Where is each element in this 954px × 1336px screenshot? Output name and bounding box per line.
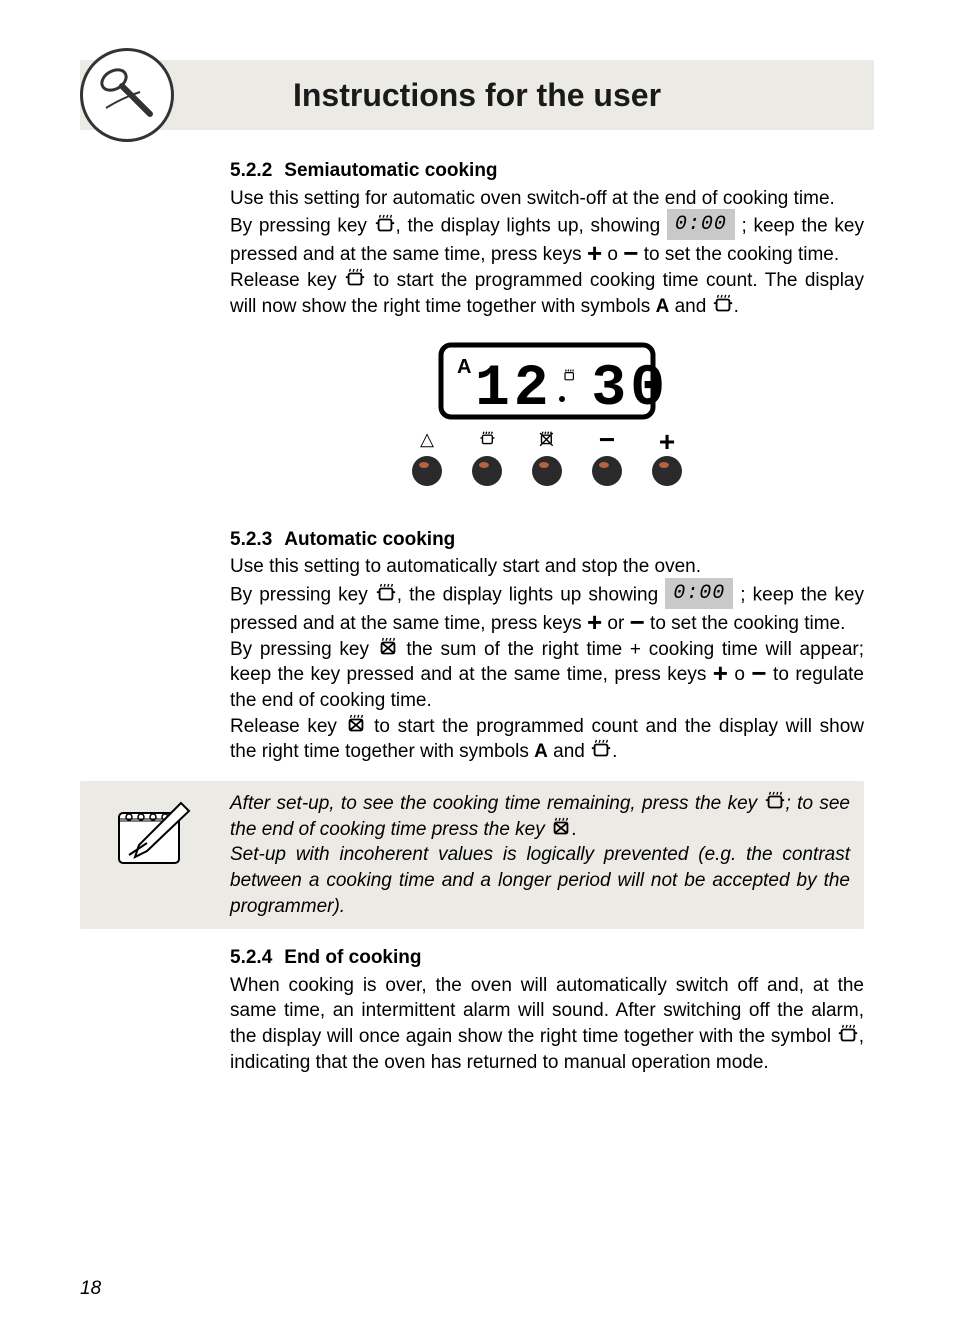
pot-icon (375, 583, 397, 605)
paragraph: Use this setting to automatically start … (230, 554, 864, 580)
pot-icon (764, 791, 786, 813)
paragraph: When cooking is over, the oven will auto… (230, 973, 864, 1076)
note-band: After set-up, to see the cooking time re… (80, 781, 864, 929)
section-title: End of cooking (284, 947, 421, 968)
note-text: After set-up, to see the cooking time re… (214, 791, 850, 919)
pot-icon (344, 268, 366, 290)
pot-icon (837, 1024, 859, 1046)
svg-text:A: A (457, 356, 471, 378)
section-heading-semiautomatic: 5.2.2 Semiautomatic cooking (230, 158, 864, 184)
timer-figure: A 12 30 △ (230, 337, 864, 505)
pot-icon (590, 739, 612, 761)
paragraph: By pressing key , the display lights up,… (230, 211, 864, 268)
paragraph: Use this setting for automatic oven swit… (230, 186, 864, 212)
section-number: 5.2.4 (230, 947, 272, 968)
section-heading-end: 5.2.4 End of cooking (230, 945, 864, 971)
page-title: Instructions for the user (80, 77, 874, 114)
display-value: 0:00 (665, 578, 733, 609)
section-heading-automatic: 5.2.3 Automatic cooking (230, 527, 864, 553)
paragraph: By pressing key , the display lights up … (230, 580, 864, 637)
pot-cross-icon (345, 714, 367, 736)
notepad-icon (94, 791, 214, 875)
symbol-a: A (534, 741, 548, 762)
symbol-a: A (656, 296, 670, 317)
paragraph: By pressing key the sum of the right tim… (230, 637, 864, 714)
logo-circle (80, 48, 174, 142)
section-number: 5.2.3 (230, 529, 272, 550)
svg-text:+: + (659, 426, 675, 457)
content-area: 5.2.2 Semiautomatic cooking Use this sett… (230, 158, 864, 1075)
svg-text:△: △ (420, 429, 434, 449)
paragraph: Release key to start the programmed coun… (230, 714, 864, 765)
section-title: Semiautomatic cooking (284, 160, 497, 181)
spoon-icon (92, 58, 162, 133)
pot-icon (374, 214, 396, 236)
pot-icon (712, 294, 734, 316)
pot-cross-icon (377, 637, 399, 659)
paragraph: Release key to start the programmed cook… (230, 268, 864, 319)
pot-cross-icon (550, 817, 572, 839)
section-number: 5.2.2 (230, 160, 272, 181)
page-number: 18 (80, 1278, 101, 1300)
section-title: Automatic cooking (284, 529, 455, 550)
paragraph: After set-up, to see the cooking time re… (230, 791, 850, 842)
paragraph: Set-up with incoherent values is logical… (230, 842, 850, 919)
svg-text:12 30: 12 30 (475, 357, 669, 422)
svg-text:−: − (599, 424, 615, 455)
header-band: Instructions for the user (80, 60, 874, 130)
display-value: 0:00 (667, 209, 735, 240)
